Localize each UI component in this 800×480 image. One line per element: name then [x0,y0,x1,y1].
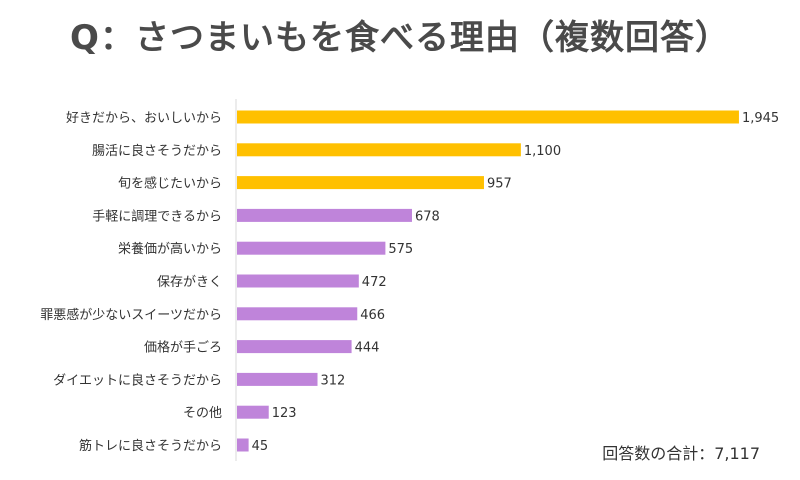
data-label: 1,100 [524,144,561,159]
data-label: 678 [415,209,440,224]
data-label: 312 [321,373,346,388]
category-label: その他 [183,406,222,421]
category-label: 好きだから、おいしいから [66,111,222,126]
bar [237,208,412,222]
bar [237,438,249,452]
total-responses: 回答数の合計：7,117 [602,444,760,463]
category-label: 腸活に良さそうだから [92,143,222,159]
category-label: 栄養価が高いから [118,241,222,257]
bar [237,241,386,255]
category-label: 保存がきく [157,275,222,290]
data-label: 575 [388,242,413,257]
data-label: 1,945 [742,111,779,126]
data-label: 123 [272,406,297,421]
chart-title: Q：さつまいもを食べる理由（複数回答） [70,18,730,58]
data-label: 957 [487,177,512,192]
bar [237,110,739,124]
bar [237,274,359,288]
bar [237,307,358,321]
data-label: 444 [355,341,380,356]
data-label: 472 [362,275,387,290]
category-label: ダイエットに良さそうだから [53,372,222,388]
data-label: 466 [360,308,385,323]
bar [237,372,318,386]
data-label: 45 [252,439,269,454]
category-label: 価格が手ごろ [144,340,222,356]
category-label: 筋トレに良さそうだから [79,438,222,454]
category-label: 手軽に調理できるから [92,209,222,224]
bar [237,176,484,190]
category-label: 旬を感じたいから [118,176,222,192]
category-label: 罪悪感が少ないスイーツだから [40,307,222,323]
bar [237,340,352,354]
bar [237,405,269,419]
bar [237,143,521,157]
